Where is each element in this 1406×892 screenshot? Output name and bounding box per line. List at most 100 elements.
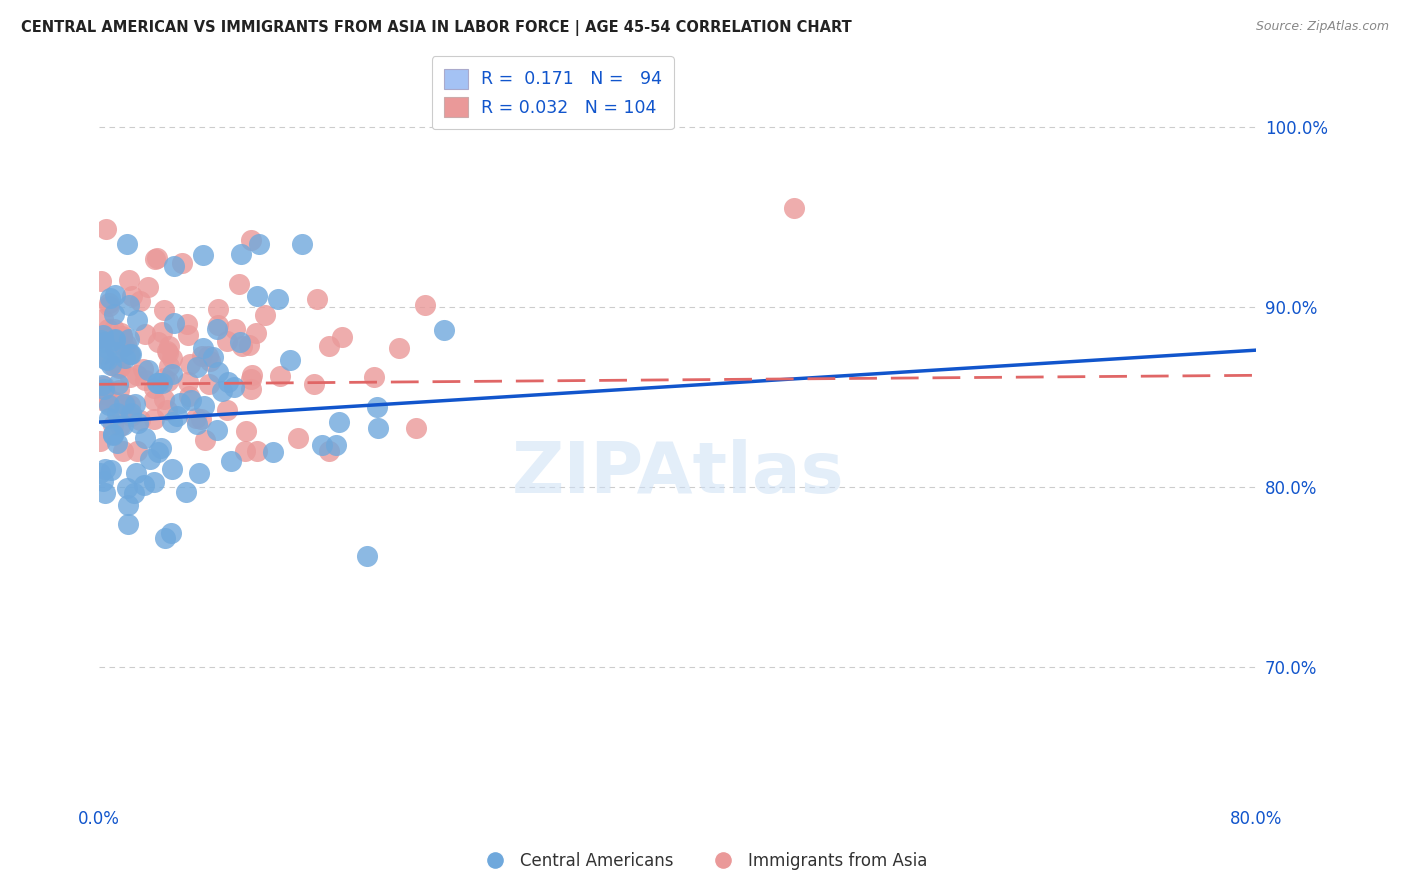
Point xyxy=(159,525,181,540)
Point xyxy=(117,498,139,512)
Point xyxy=(104,332,127,346)
Text: CENTRAL AMERICAN VS IMMIGRANTS FROM ASIA IN LABOR FORCE | AGE 45-54 CORRELATION : CENTRAL AMERICAN VS IMMIGRANTS FROM ASIA… xyxy=(21,20,852,36)
Point xyxy=(215,334,238,349)
Point xyxy=(105,406,128,420)
Point xyxy=(170,256,193,270)
Point xyxy=(194,433,217,447)
Point xyxy=(91,475,114,489)
Point xyxy=(103,321,125,335)
Point xyxy=(187,466,209,480)
Point xyxy=(193,399,215,413)
Point xyxy=(100,359,122,373)
Point xyxy=(89,331,111,345)
Point xyxy=(193,247,215,261)
Point xyxy=(235,424,257,438)
Point xyxy=(120,347,142,361)
Point xyxy=(90,274,112,288)
Point xyxy=(105,344,128,359)
Point xyxy=(111,330,134,344)
Point xyxy=(127,368,149,383)
Point xyxy=(330,329,353,343)
Point xyxy=(104,341,127,355)
Point xyxy=(269,368,291,383)
Point xyxy=(388,342,411,356)
Point xyxy=(145,252,167,267)
Point xyxy=(118,273,141,287)
Point xyxy=(117,516,139,531)
Point xyxy=(93,382,115,396)
Point xyxy=(114,337,136,351)
Point xyxy=(146,252,169,266)
Point xyxy=(134,431,156,445)
Point xyxy=(91,327,114,342)
Point xyxy=(121,288,143,302)
Point xyxy=(157,339,180,353)
Point xyxy=(207,302,229,317)
Point xyxy=(238,338,260,352)
Point xyxy=(101,428,124,442)
Point xyxy=(101,427,124,442)
Point xyxy=(118,298,141,312)
Point xyxy=(115,481,138,495)
Point xyxy=(146,376,169,391)
Point xyxy=(103,359,125,373)
Point xyxy=(160,415,183,429)
Point xyxy=(152,303,174,318)
Point xyxy=(150,376,173,391)
Point xyxy=(201,350,224,364)
Point xyxy=(190,412,212,426)
Point xyxy=(136,363,159,377)
Point xyxy=(191,341,214,355)
Point xyxy=(112,418,135,433)
Point xyxy=(103,307,125,321)
Point xyxy=(100,463,122,477)
Point xyxy=(231,339,253,353)
Point xyxy=(94,461,117,475)
Point xyxy=(112,397,135,411)
Legend: Central Americans, Immigrants from Asia: Central Americans, Immigrants from Asia xyxy=(471,846,935,877)
Point xyxy=(177,375,200,389)
Point xyxy=(246,443,269,458)
Point xyxy=(318,339,340,353)
Point xyxy=(98,291,121,305)
Point xyxy=(97,296,120,310)
Point xyxy=(262,444,284,458)
Point xyxy=(134,373,156,387)
Point xyxy=(186,417,208,431)
Point xyxy=(160,462,183,476)
Point xyxy=(162,367,184,381)
Point xyxy=(233,443,256,458)
Point xyxy=(111,328,134,343)
Point xyxy=(240,382,263,396)
Point xyxy=(215,403,238,417)
Point xyxy=(124,466,146,480)
Point xyxy=(305,292,328,306)
Point xyxy=(231,247,253,261)
Point xyxy=(160,351,183,365)
Point xyxy=(156,403,179,417)
Point xyxy=(114,397,136,411)
Point xyxy=(101,417,124,432)
Point xyxy=(191,349,214,363)
Point xyxy=(211,384,233,398)
Point xyxy=(157,359,180,374)
Point xyxy=(153,531,176,545)
Point xyxy=(96,341,118,355)
Point xyxy=(127,417,149,431)
Point xyxy=(120,409,142,423)
Point xyxy=(142,475,165,490)
Point xyxy=(110,326,132,340)
Point xyxy=(108,360,131,375)
Point xyxy=(91,312,114,326)
Point xyxy=(104,333,127,347)
Point xyxy=(153,371,176,385)
Point xyxy=(177,328,200,343)
Point xyxy=(325,438,347,452)
Point xyxy=(413,298,436,312)
Point xyxy=(94,486,117,500)
Point xyxy=(247,237,270,252)
Point xyxy=(98,398,121,412)
Point xyxy=(139,452,162,467)
Point xyxy=(169,395,191,409)
Point xyxy=(177,388,200,402)
